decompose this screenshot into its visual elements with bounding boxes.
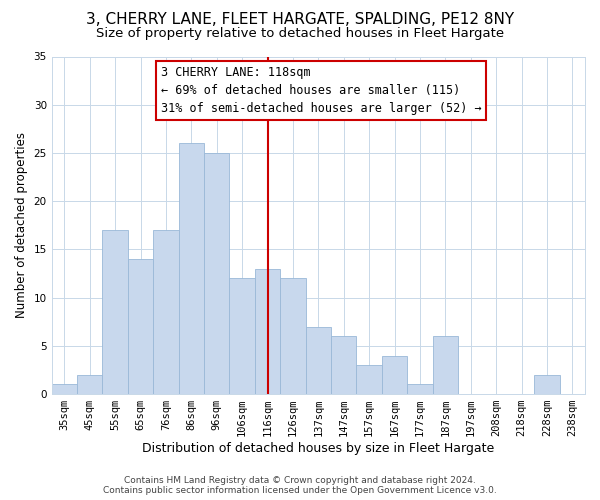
Bar (331, 336, 356, 394)
Bar (407, 384, 433, 394)
Bar (382, 356, 407, 394)
X-axis label: Distribution of detached houses by size in Fleet Hargate: Distribution of detached houses by size … (142, 442, 494, 455)
Y-axis label: Number of detached properties: Number of detached properties (15, 132, 28, 318)
Text: Size of property relative to detached houses in Fleet Hargate: Size of property relative to detached ho… (96, 28, 504, 40)
Bar (255, 268, 280, 394)
Bar (229, 278, 255, 394)
Bar (128, 259, 153, 394)
Bar (153, 230, 179, 394)
Text: Contains HM Land Registry data © Crown copyright and database right 2024.
Contai: Contains HM Land Registry data © Crown c… (103, 476, 497, 495)
Bar (179, 144, 204, 394)
Text: 3, CHERRY LANE, FLEET HARGATE, SPALDING, PE12 8NY: 3, CHERRY LANE, FLEET HARGATE, SPALDING,… (86, 12, 514, 28)
Bar (52, 384, 77, 394)
Text: 3 CHERRY LANE: 118sqm
← 69% of detached houses are smaller (115)
31% of semi-det: 3 CHERRY LANE: 118sqm ← 69% of detached … (161, 66, 481, 115)
Bar (103, 230, 128, 394)
Bar (77, 375, 103, 394)
Bar (356, 365, 382, 394)
Bar (305, 326, 331, 394)
Bar (433, 336, 458, 394)
Bar (280, 278, 305, 394)
Bar (204, 153, 229, 394)
Bar (534, 375, 560, 394)
